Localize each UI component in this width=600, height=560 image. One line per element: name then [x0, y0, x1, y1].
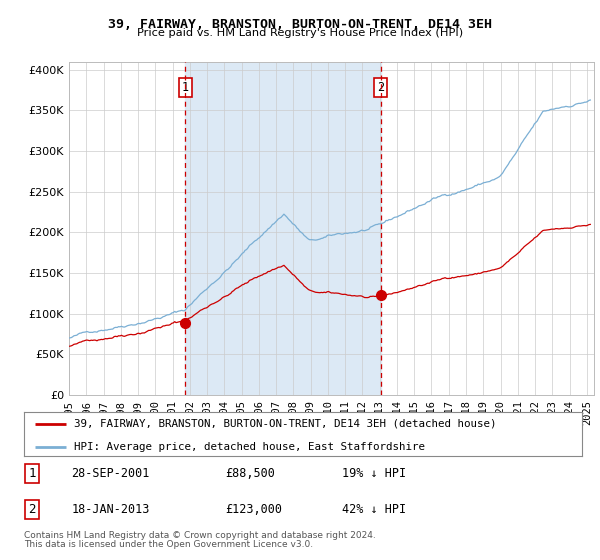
Text: 28-SEP-2001: 28-SEP-2001: [71, 467, 150, 480]
Text: 39, FAIRWAY, BRANSTON, BURTON-ON-TRENT, DE14 3EH: 39, FAIRWAY, BRANSTON, BURTON-ON-TRENT, …: [108, 18, 492, 31]
Text: 1: 1: [29, 467, 36, 480]
Text: 2: 2: [377, 81, 384, 94]
Text: 42% ↓ HPI: 42% ↓ HPI: [342, 503, 406, 516]
Bar: [185, 62, 380, 395]
Text: 39, FAIRWAY, BRANSTON, BURTON-ON-TRENT, DE14 3EH (detached house): 39, FAIRWAY, BRANSTON, BURTON-ON-TRENT, …: [74, 419, 497, 429]
Text: £88,500: £88,500: [225, 467, 275, 480]
Text: HPI: Average price, detached house, East Staffordshire: HPI: Average price, detached house, East…: [74, 441, 425, 451]
Text: 2: 2: [29, 503, 36, 516]
Text: 1: 1: [182, 81, 189, 94]
Text: Contains HM Land Registry data © Crown copyright and database right 2024.: Contains HM Land Registry data © Crown c…: [24, 531, 376, 540]
Text: 18-JAN-2013: 18-JAN-2013: [71, 503, 150, 516]
Text: This data is licensed under the Open Government Licence v3.0.: This data is licensed under the Open Gov…: [24, 540, 313, 549]
Text: £123,000: £123,000: [225, 503, 282, 516]
Text: Price paid vs. HM Land Registry's House Price Index (HPI): Price paid vs. HM Land Registry's House …: [137, 28, 463, 38]
Text: 19% ↓ HPI: 19% ↓ HPI: [342, 467, 406, 480]
